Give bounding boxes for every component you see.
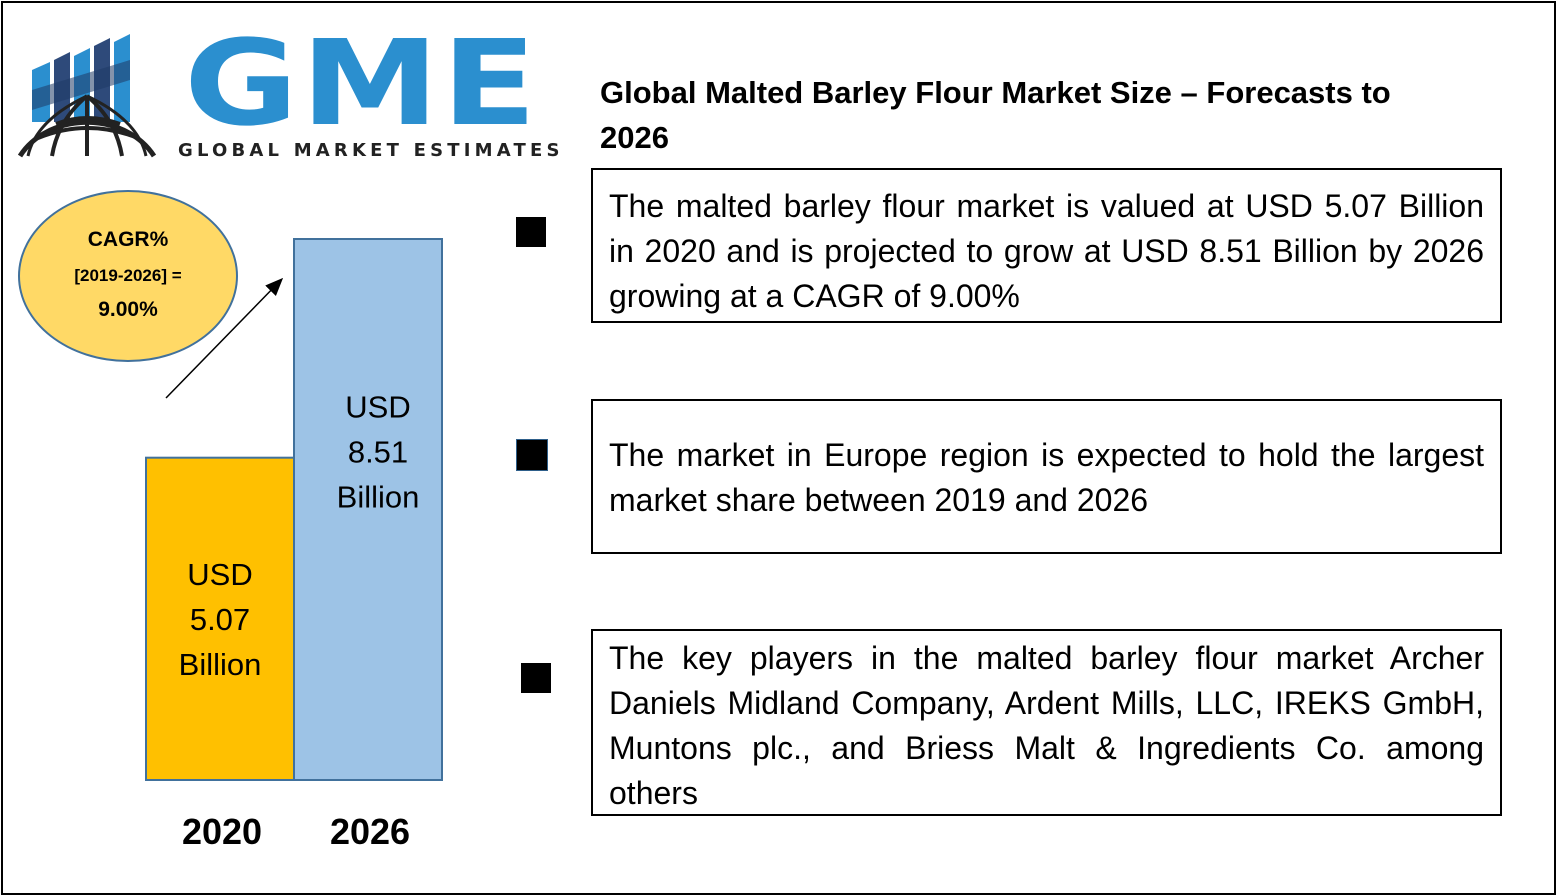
bar-data-label: Billion	[179, 647, 262, 682]
info-box-market-value: The malted barley flour market is valued…	[591, 168, 1502, 323]
bullet-marker-3	[521, 663, 551, 693]
market-size-bar-chart: USD 5.07 Billion 2020 USD 8.51 Billion 2026	[145, 238, 443, 852]
bars-group: USD 5.07 Billion 2020 USD 8.51 Billion 2026	[145, 238, 443, 852]
bar-data-label: 8.51	[348, 435, 408, 470]
logo-tagline: GLOBAL MARKET ESTIMATES	[178, 140, 564, 161]
globe-bars-icon	[18, 34, 157, 158]
x-tick-label: 2020	[182, 811, 262, 852]
cagr-range: [2019-2026] =	[74, 266, 182, 285]
bullet-marker-1	[516, 217, 546, 247]
bar-data-label: 5.07	[190, 602, 250, 637]
gme-logo: GME GLOBAL MARKET ESTIMATES	[18, 24, 559, 162]
bullet-marker-2	[516, 439, 548, 471]
bar-data-label: Billion	[337, 480, 420, 515]
bar-data-label: USD	[345, 390, 410, 425]
growth-arrow	[165, 277, 284, 399]
info-box-europe: The market in Europe region is expected …	[591, 399, 1502, 554]
info-box-key-players: The key players in the malted barley flo…	[591, 629, 1502, 816]
bar-2026	[293, 238, 443, 781]
bar-data-label: USD	[187, 557, 252, 592]
bar-2020	[145, 456, 295, 781]
cagr-badge: CAGR% [2019-2026] = 9.00%	[18, 190, 238, 362]
logo-wordmark: GME	[184, 14, 540, 152]
cagr-label: CAGR%	[87, 228, 169, 251]
cagr-value: 9.00%	[98, 298, 158, 321]
page-title: Global Malted Barley Flour Market Size –…	[600, 75, 1391, 155]
x-tick-label: 2026	[330, 811, 410, 852]
